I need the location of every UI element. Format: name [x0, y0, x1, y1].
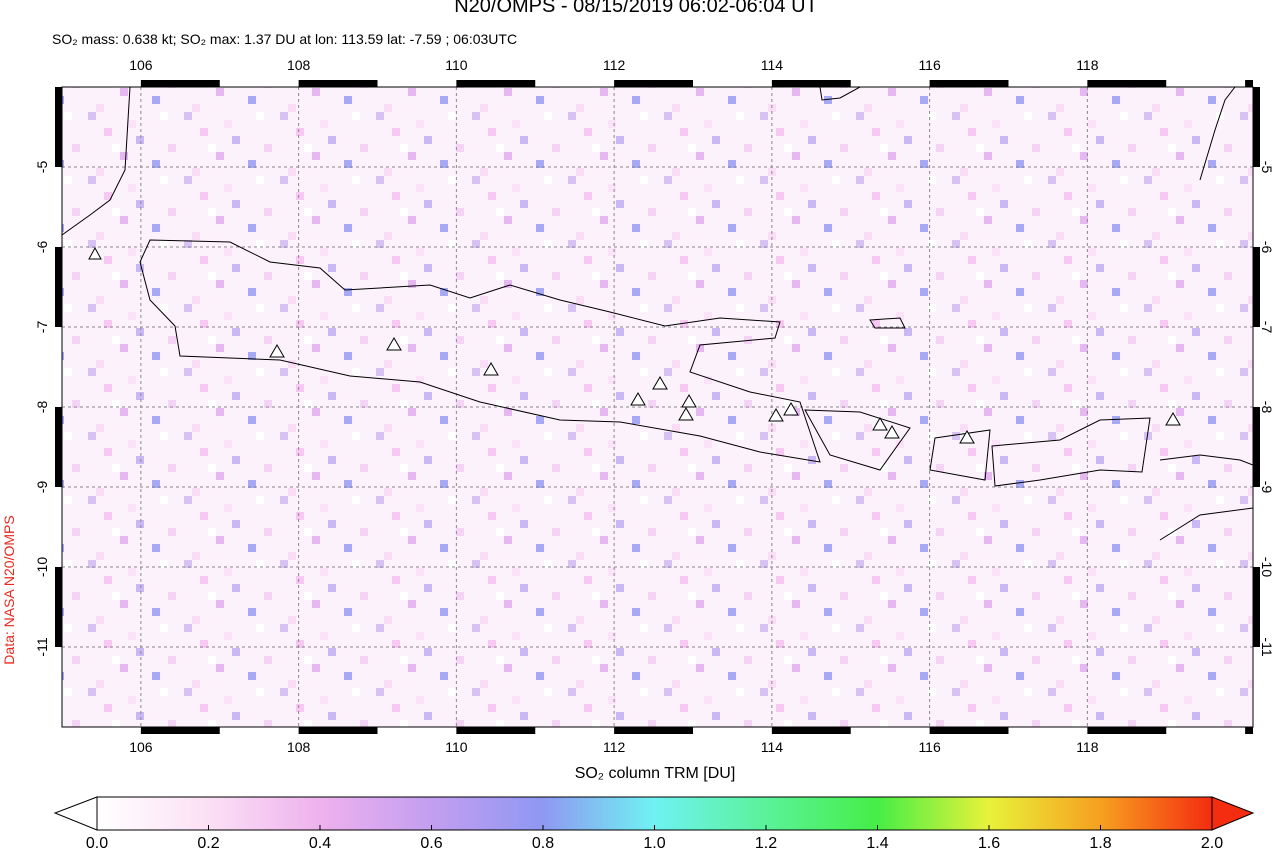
volcano: [483, 362, 499, 376]
coastline: [869, 317, 906, 329]
y-tick-label-left: -5: [34, 161, 50, 174]
x-tick-label-top: 114: [761, 57, 784, 73]
frame-band: [298, 727, 378, 734]
frame-band: [771, 727, 851, 734]
coastline: [991, 417, 1151, 487]
volcano: [386, 337, 402, 351]
frame-band: [929, 80, 1009, 87]
x-tick-label-bottom: 112: [603, 739, 626, 755]
colorbar-label: SO₂ column TRM [DU]: [575, 765, 736, 782]
x-tick-label-bottom: 118: [1076, 739, 1099, 755]
frame-band: [1253, 407, 1260, 487]
title: N20/OMPS - 08/15/2019 06:02-06:04 UT: [454, 0, 818, 17]
x-tick-label-top: 106: [129, 57, 153, 73]
colorbar-tick-label: 1.8: [1089, 835, 1111, 852]
volcano: [678, 407, 694, 421]
frame-band: [140, 727, 220, 734]
frame-band: [55, 567, 62, 647]
frame-band: [1087, 727, 1167, 734]
credit: Data: NASA N20/OMPS: [1, 515, 17, 664]
x-tick-label-bottom: 116: [918, 739, 941, 755]
y-tick-label-left: -6: [34, 241, 50, 254]
volcano: [783, 402, 799, 416]
frame-band: [140, 80, 220, 87]
frame-band: [614, 80, 693, 87]
y-tick-label-right: -7: [1259, 321, 1272, 334]
coastline: [1159, 507, 1253, 541]
coastlines: [62, 87, 1253, 541]
y-tick-label-right: -8: [1259, 401, 1272, 414]
volcano: [768, 408, 784, 422]
frame-band: [929, 727, 1009, 734]
frame-band: [55, 407, 62, 487]
x-tick-label-top: 116: [918, 57, 941, 73]
colorbar-tick-label: 0.6: [420, 835, 442, 852]
frame-band: [55, 247, 62, 327]
y-tick-label-left: -8: [34, 401, 50, 414]
frame-band: [1087, 80, 1167, 87]
x-tick-label-bottom: 106: [129, 739, 153, 755]
y-tick-label-right: -11: [1259, 637, 1272, 656]
colorbar-tick-label: 0.2: [197, 835, 219, 852]
volcanoes: [88, 246, 1181, 444]
frame-band: [456, 727, 536, 734]
y-tick-label-right: -5: [1259, 161, 1272, 174]
coastline: [1159, 454, 1253, 466]
x-tick-label-top: 118: [1076, 57, 1099, 73]
frame-band: [771, 80, 851, 87]
colorbar-tick-label: 1.4: [866, 835, 888, 852]
frame-band: [55, 87, 62, 167]
colorbar-high-arrow: [1211, 796, 1255, 831]
frame-band: [1245, 80, 1253, 87]
x-tick-label-top: 108: [287, 57, 311, 73]
coastline: [819, 87, 861, 101]
colorbar-tick-label: 1.2: [755, 835, 777, 852]
colorbar-tick-label: 1.6: [978, 835, 1000, 852]
volcano: [1165, 412, 1181, 426]
coastline: [139, 239, 821, 463]
colorbar: [96, 796, 1213, 831]
volcano: [652, 376, 668, 390]
frame-band: [1253, 247, 1260, 327]
volcano: [88, 246, 102, 260]
y-tick-label-right: -9: [1259, 481, 1272, 494]
y-tick-label-left: -9: [34, 481, 50, 494]
frame-band: [298, 80, 378, 87]
colorbar-tick-label: 2.0: [1201, 835, 1223, 852]
subtitle: SO₂ mass: 0.638 kt; SO₂ max: 1.37 DU at …: [52, 31, 517, 47]
colorbar-tick-label: 0.8: [532, 835, 554, 852]
frame-band: [1245, 727, 1253, 734]
y-tick-label-left: -10: [34, 557, 50, 577]
colorbar-low-arrow: [53, 796, 98, 831]
x-tick-label-top: 112: [603, 57, 626, 73]
volcano: [269, 344, 285, 358]
y-tick-label-right: -10: [1259, 557, 1272, 577]
coastline: [929, 429, 991, 481]
frame-band: [1253, 567, 1260, 647]
y-tick-label-left: -11: [34, 637, 50, 656]
volcano: [872, 417, 888, 431]
coastline: [1199, 87, 1236, 181]
volcano: [884, 425, 900, 439]
colorbar-tick-label: 0.0: [86, 835, 108, 852]
coastline: [62, 87, 131, 236]
colorbar-tick-label: 1.0: [643, 835, 665, 852]
frame-band: [614, 727, 693, 734]
volcano: [959, 430, 975, 444]
y-tick-label-left: -7: [34, 321, 50, 334]
frame-band: [1253, 87, 1260, 167]
colorbar-tick-label: 0.4: [309, 835, 331, 852]
x-tick-label-bottom: 114: [761, 739, 784, 755]
volcano: [630, 392, 646, 406]
x-tick-label-bottom: 108: [287, 739, 311, 755]
volcano: [681, 394, 697, 408]
x-tick-label-top: 110: [445, 57, 468, 73]
y-tick-label-right: -6: [1259, 241, 1272, 254]
coastline: [804, 409, 911, 471]
x-tick-label-bottom: 110: [445, 739, 468, 755]
frame-band: [456, 80, 536, 87]
